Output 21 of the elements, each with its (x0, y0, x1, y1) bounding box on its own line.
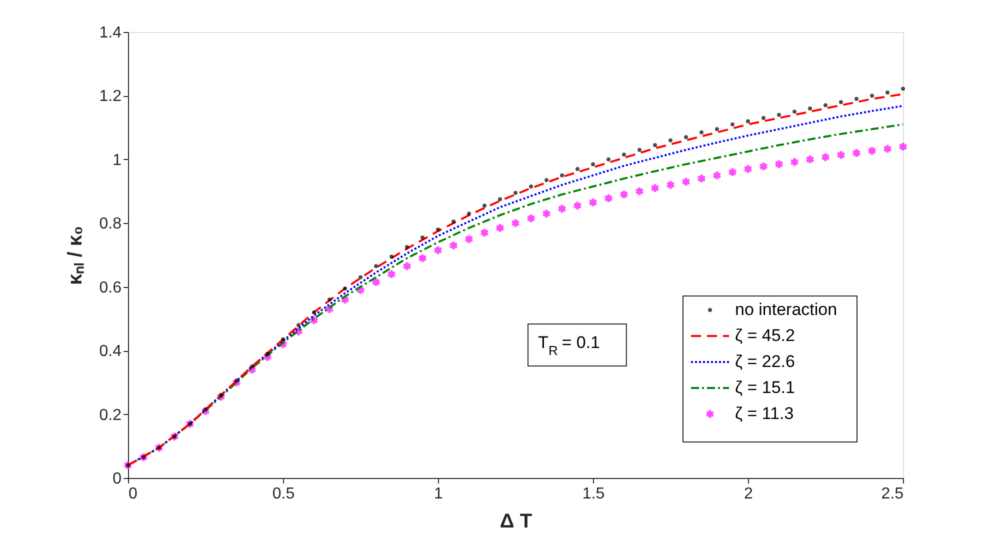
y-tick-label: 0 (112, 470, 122, 488)
x-axis-title: Δ T (500, 510, 532, 532)
x-tick-label: 0 (128, 486, 138, 502)
y-tick-label: 0.6 (99, 279, 122, 296)
legend-label: no interaction (735, 300, 838, 319)
y-tick-label: 1.4 (99, 24, 122, 42)
legend-label: ζ = 45.2 (735, 326, 795, 345)
x-tick-label: 1 (434, 486, 444, 502)
y-axis-title: κₙₗ / κ₀ (64, 226, 86, 285)
legend-label: ζ = 22.6 (735, 352, 795, 371)
x-tick-label: 0.5 (272, 486, 295, 502)
x-tick-label: 1.5 (582, 486, 605, 502)
y-tick-label: 1.2 (99, 88, 122, 106)
y-tick-label: 0.8 (99, 216, 122, 233)
y-tick-label: 1 (112, 152, 122, 169)
legend-label: ζ = 15.1 (735, 378, 795, 397)
x-tick-label: 2.5 (881, 486, 904, 502)
legend-label: ζ = 11.3 (735, 404, 794, 423)
y-tick-label: 0.2 (99, 406, 122, 424)
y-tick-label: 0.4 (99, 343, 122, 360)
x-tick-label: 2 (744, 486, 754, 502)
